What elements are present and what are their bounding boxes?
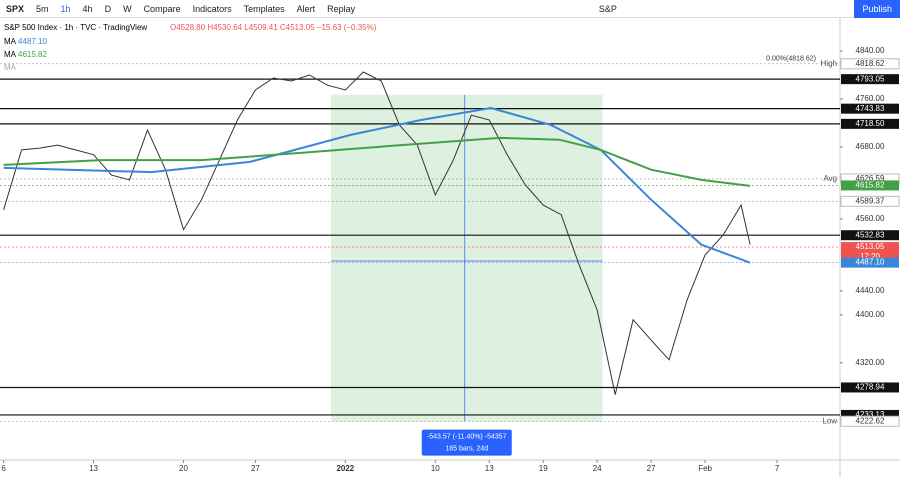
toolbar: SPX 5m 1h 4h D W Compare Indicators Temp… bbox=[0, 0, 900, 18]
series-line bbox=[3, 136, 751, 187]
series-line bbox=[3, 71, 751, 395]
measure-label: 185 bars, 24d bbox=[445, 445, 488, 452]
interval[interactable]: 4h bbox=[82, 3, 93, 14]
price-label-bg bbox=[841, 180, 899, 191]
y-tick-label: 4320.00 bbox=[856, 358, 885, 367]
x-tick-label: 20 bbox=[179, 464, 188, 473]
price-label: 4718.50 bbox=[856, 119, 885, 128]
price-label: 4743.83 bbox=[856, 104, 885, 113]
interval[interactable]: 5m bbox=[36, 3, 49, 14]
x-tick-label: 2022 bbox=[336, 464, 354, 473]
legend-ma: MA bbox=[4, 37, 17, 46]
price-label: 4513.05 bbox=[856, 242, 885, 251]
price-label-bg bbox=[841, 257, 899, 268]
price-label-bg bbox=[841, 230, 899, 241]
button[interactable]: Replay bbox=[327, 3, 356, 14]
price-label-bg bbox=[841, 118, 899, 129]
price-label-bg bbox=[841, 382, 899, 393]
x-tick-label: 7 bbox=[775, 464, 780, 473]
price-tag: Low bbox=[822, 416, 837, 425]
chart: S&P 500 Index · 1h · TVC · TradingView O… bbox=[0, 18, 900, 477]
x-tick-label: 6 bbox=[1, 464, 6, 473]
price-label: 4532.83 bbox=[856, 230, 885, 239]
measure-label-bg bbox=[421, 429, 512, 456]
button[interactable]: Alert bbox=[296, 3, 316, 14]
x-tick-label: 27 bbox=[647, 464, 656, 473]
price-label: 4487.10 bbox=[856, 258, 885, 267]
y-tick-label: 4680.00 bbox=[856, 142, 885, 151]
measure-label: -543.57 (-11.40%) -54357 bbox=[427, 433, 507, 440]
button[interactable]: Compare bbox=[143, 3, 181, 14]
search[interactable]: S&P bbox=[598, 3, 617, 14]
legend-ma: MA bbox=[4, 50, 17, 59]
price-label: 4278.94 bbox=[856, 383, 885, 392]
publish-button[interactable]: Publish bbox=[854, 0, 900, 18]
symbol[interactable]: SPX bbox=[6, 3, 25, 14]
price-tag: Avg bbox=[823, 174, 837, 183]
interval[interactable]: D bbox=[104, 3, 112, 14]
price-label-bg bbox=[840, 415, 900, 427]
price-label: 4793.05 bbox=[856, 74, 885, 83]
price-label-bg bbox=[840, 58, 900, 70]
price-label-bg bbox=[841, 242, 899, 263]
legend-title: S&P 500 Index · 1h · TVC · TradingView bbox=[4, 23, 147, 32]
button[interactable]: Indicators bbox=[192, 3, 232, 14]
interval[interactable]: W bbox=[123, 3, 132, 14]
y-tick-label: 4840.00 bbox=[856, 46, 885, 55]
price-label: 4818.62 bbox=[856, 59, 885, 68]
interval[interactable]: 1h bbox=[60, 3, 71, 14]
price-label: 4233.13 bbox=[856, 410, 885, 419]
fib-label: 0.00%(4818.62) bbox=[766, 56, 816, 63]
x-tick-label: 24 bbox=[593, 464, 602, 473]
legend-ohlc: O4528.80 H4530.64 L4509.41 C4513.05 −15.… bbox=[170, 23, 377, 32]
price-label: 4626.59 bbox=[856, 174, 885, 183]
price-label: 4589.37 bbox=[856, 196, 885, 205]
price-label-bg bbox=[841, 103, 899, 114]
x-tick-label: 19 bbox=[539, 464, 548, 473]
legend-ma-value: 4487.10 bbox=[18, 37, 47, 46]
price-label: 4615.82 bbox=[856, 181, 885, 190]
x-tick-label: Feb bbox=[698, 464, 712, 473]
x-tick-label: 13 bbox=[485, 464, 494, 473]
price-tag: High bbox=[821, 59, 837, 68]
price-label-bg bbox=[841, 409, 899, 420]
y-tick-label: 4440.00 bbox=[856, 286, 885, 295]
legend-ma-value: 4615.82 bbox=[18, 50, 47, 59]
button[interactable]: Templates bbox=[243, 3, 285, 14]
legend-ma: MA bbox=[4, 63, 17, 72]
series-line bbox=[3, 106, 751, 264]
measure-box bbox=[330, 94, 603, 422]
y-tick-label: 4760.00 bbox=[856, 94, 885, 103]
price-label-bg bbox=[840, 195, 900, 207]
y-tick-label: 4400.00 bbox=[856, 310, 885, 319]
price-label-time: 17:20 bbox=[860, 252, 881, 261]
price-label: 4222.62 bbox=[856, 416, 885, 425]
y-tick-label: 4560.00 bbox=[856, 214, 885, 223]
x-tick-label: 13 bbox=[89, 464, 98, 473]
x-tick-label: 27 bbox=[251, 464, 260, 473]
x-tick-label: 10 bbox=[431, 464, 440, 473]
price-label-bg bbox=[841, 74, 899, 85]
